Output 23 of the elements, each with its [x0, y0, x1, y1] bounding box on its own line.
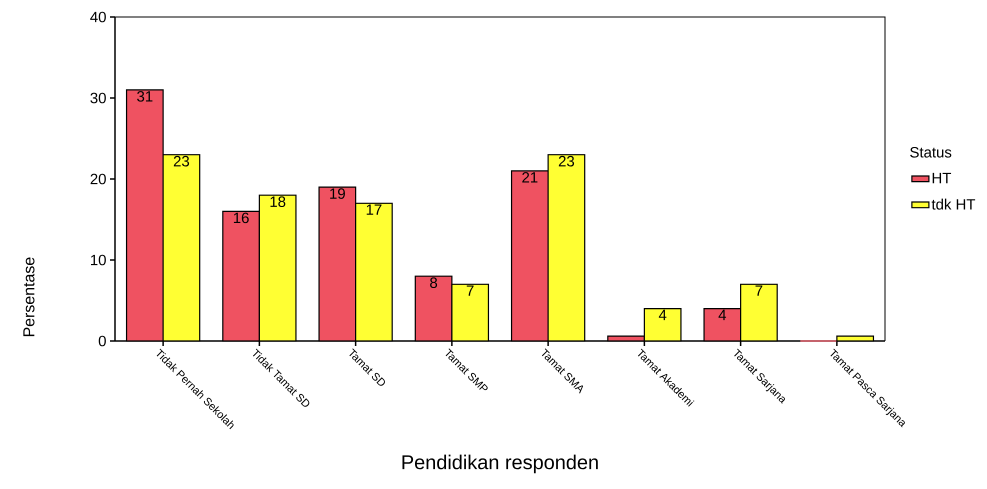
data-label: 31 [137, 91, 152, 102]
legend-title: Status [910, 146, 952, 158]
legend-label: tdk HT [932, 198, 976, 210]
x-axis-title: Pendidikan responden [402, 454, 598, 474]
data-label: 7 [756, 286, 762, 296]
legend-label: HT [932, 172, 952, 184]
data-label: 4 [718, 310, 726, 320]
y-tick-label: 0 [98, 336, 106, 346]
data-label: 21 [522, 172, 538, 183]
data-label: 17 [366, 204, 382, 215]
data-label: 19 [330, 188, 345, 199]
y-tick-label: 20 [90, 174, 106, 184]
y-axis-title: Persentase [23, 258, 34, 336]
data-label: 7 [466, 286, 474, 296]
data-label: 4 [658, 310, 666, 320]
data-label: 23 [174, 156, 190, 166]
y-tick-label: 40 [90, 12, 106, 22]
y-tick-label: 30 [90, 92, 106, 104]
data-label: 16 [234, 212, 249, 224]
data-label: 8 [430, 277, 438, 288]
data-label: 23 [558, 156, 574, 166]
y-tick-label: 10 [91, 254, 106, 266]
data-label: 18 [270, 196, 286, 207]
